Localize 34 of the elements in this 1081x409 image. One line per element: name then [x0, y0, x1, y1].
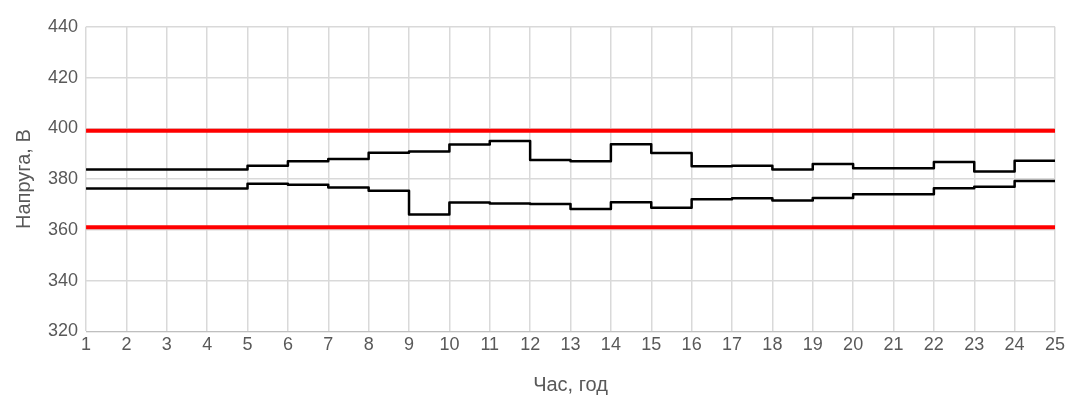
x-tick-label: 7 — [323, 334, 334, 355]
x-tick-label: 17 — [722, 334, 743, 355]
x-tick-label: 1 — [81, 334, 92, 355]
y-tick-label: 440 — [47, 15, 79, 36]
x-tick-label: 22 — [923, 334, 944, 355]
x-tick-label: 13 — [560, 334, 581, 355]
x-tick-label: 21 — [883, 334, 904, 355]
y-tick-label: 340 — [47, 269, 79, 290]
x-tick-label: 12 — [520, 334, 541, 355]
x-tick-label: 6 — [282, 334, 293, 355]
x-tick-label: 5 — [242, 334, 253, 355]
x-tick-label: 25 — [1044, 334, 1066, 355]
x-tick-label: 20 — [843, 334, 864, 355]
y-tick-label: 400 — [47, 117, 79, 138]
x-tick-label: 3 — [161, 334, 172, 355]
x-tick-label: 18 — [762, 334, 783, 355]
y-axis-title: Напруга, В — [11, 129, 34, 229]
x-tick-label: 11 — [480, 334, 500, 355]
y-tick-label: 380 — [47, 168, 79, 189]
x-tick-label: 2 — [121, 334, 132, 355]
x-tick-label: 15 — [641, 334, 662, 355]
y-tick-label: 420 — [47, 66, 79, 87]
x-tick-label: 16 — [681, 334, 702, 355]
x-tick-label: 9 — [404, 334, 415, 355]
x-tick-label: 10 — [439, 334, 460, 355]
y-tick-label: 360 — [47, 218, 79, 239]
x-tick-label: 14 — [600, 334, 621, 355]
x-tick-label: 4 — [202, 334, 213, 355]
x-tick-label: 19 — [802, 334, 823, 355]
x-tick-label: 8 — [363, 334, 374, 355]
x-axis-title: Час, год — [533, 372, 609, 395]
x-tick-label: 23 — [964, 334, 985, 355]
y-tick-label: 320 — [47, 320, 79, 341]
x-tick-label: 24 — [1004, 334, 1025, 355]
